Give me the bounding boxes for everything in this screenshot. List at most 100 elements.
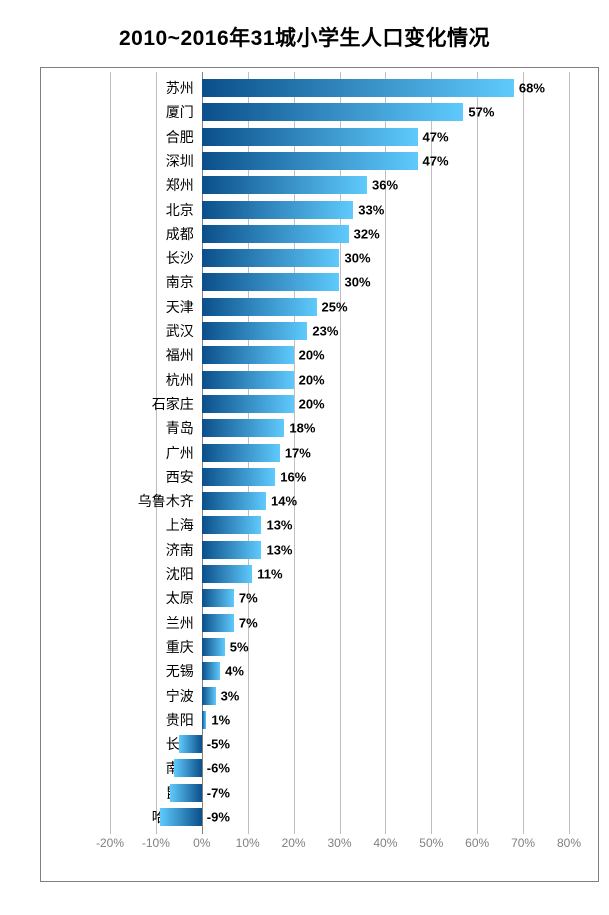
x-axis-tick-label: 40% [373, 836, 397, 850]
bar-row: 无锡 4% [110, 661, 569, 681]
value-label: 7% [239, 615, 258, 630]
category-label: 西安 [166, 467, 202, 487]
category-label: 厦门 [166, 102, 202, 122]
bar [202, 638, 225, 656]
value-label: 20% [299, 348, 325, 363]
bar-row: 宁波 3% [110, 686, 569, 706]
value-label: 5% [230, 639, 249, 654]
bar-row: 太原7% [110, 588, 569, 608]
value-label: -5% [207, 737, 230, 752]
bar-row: 重庆 5% [110, 637, 569, 657]
category-label: 杭州 [166, 370, 202, 390]
bar [170, 784, 202, 802]
value-label: 3% [221, 688, 240, 703]
bar-row: 贵阳1% [110, 710, 569, 730]
x-axis-tick-label: 80% [557, 836, 581, 850]
value-label: 16% [280, 469, 306, 484]
value-label: 13% [266, 542, 292, 557]
value-label: 68% [519, 81, 545, 96]
value-label: 4% [225, 664, 244, 679]
chart-container: 2010~2016年31城小学生人口变化情况 -20%-10%0%10%20%3… [0, 0, 609, 915]
value-label: 20% [299, 396, 325, 411]
bar-row: 广州 17% [110, 443, 569, 463]
bar [202, 103, 464, 121]
bar-row: 南昌-6% [110, 758, 569, 778]
bar [202, 322, 308, 340]
value-label: 11% [257, 567, 282, 582]
value-label: 25% [322, 299, 348, 314]
bar [202, 711, 207, 729]
bar [202, 468, 275, 486]
x-axis-tick-label: -10% [142, 836, 170, 850]
category-label: 青岛 [166, 418, 202, 438]
x-axis-tick-label: 20% [282, 836, 306, 850]
value-label: 1% [211, 712, 230, 727]
category-label: 宁波 [166, 686, 202, 706]
value-label: 57% [468, 105, 494, 120]
value-label: 7% [239, 591, 258, 606]
bar-row: 成都32% [110, 224, 569, 244]
bar [202, 346, 294, 364]
bar-row: 杭州 20% [110, 370, 569, 390]
bar [202, 419, 285, 437]
bar [202, 492, 266, 510]
value-label: 33% [358, 202, 384, 217]
category-label: 天津 [166, 297, 202, 317]
x-axis-tick-label: 60% [465, 836, 489, 850]
bar [202, 152, 418, 170]
bar [160, 808, 201, 826]
bar [202, 662, 220, 680]
category-label: 南京 [166, 272, 202, 292]
category-label: 上海 [166, 515, 202, 535]
bar-row: 厦门 57% [110, 102, 569, 122]
value-label: 17% [285, 445, 311, 460]
bar [174, 759, 202, 777]
bar [202, 128, 418, 146]
value-label: 30% [345, 251, 371, 266]
value-label: 36% [372, 178, 398, 193]
bar-row: 哈尔滨-9% [110, 807, 569, 827]
bar-row: 郑州 36% [110, 175, 569, 195]
category-label: 济南 [166, 540, 202, 560]
value-label: 18% [289, 421, 315, 436]
chart-plot-area: -20%-10%0%10%20%30%40%50%60%70%80%苏州68%厦… [110, 72, 569, 852]
bar [202, 541, 262, 559]
bar-row: 沈阳11% [110, 564, 569, 584]
bar-row: 青岛 18% [110, 418, 569, 438]
value-label: 14% [271, 494, 297, 509]
bar-row: 天津 25% [110, 297, 569, 317]
bar-row: 济南 13% [110, 540, 569, 560]
bar [202, 589, 234, 607]
bar [202, 371, 294, 389]
bar [202, 444, 280, 462]
bar-row: 石家庄20% [110, 394, 569, 414]
chart-title: 2010~2016年31城小学生人口变化情况 [0, 0, 609, 62]
bar-row: 西安 16% [110, 467, 569, 487]
x-axis-tick-label: 50% [419, 836, 443, 850]
value-label: -9% [207, 810, 230, 825]
bar [179, 735, 202, 753]
bar [202, 516, 262, 534]
bar [202, 614, 234, 632]
bar [202, 395, 294, 413]
bar [202, 273, 340, 291]
value-label: 20% [299, 372, 325, 387]
grid-line [569, 72, 570, 834]
bar-row: 乌鲁木齐14% [110, 491, 569, 511]
bar [202, 176, 367, 194]
category-label: 重庆 [166, 637, 202, 657]
bar [202, 565, 252, 583]
category-label: 广州 [166, 443, 202, 463]
value-label: 13% [266, 518, 292, 533]
bar-row: 苏州68% [110, 78, 569, 98]
x-axis-tick-label: 10% [236, 836, 260, 850]
bar [202, 687, 216, 705]
category-label: 深圳 [166, 151, 202, 171]
bar-row: 昆明-7% [110, 783, 569, 803]
category-label: 无锡 [166, 661, 202, 681]
bar-row: 合肥47% [110, 127, 569, 147]
category-label: 郑州 [166, 175, 202, 195]
bar-row: 兰州7% [110, 613, 569, 633]
bar-row: 上海 13% [110, 515, 569, 535]
bar [202, 79, 514, 97]
